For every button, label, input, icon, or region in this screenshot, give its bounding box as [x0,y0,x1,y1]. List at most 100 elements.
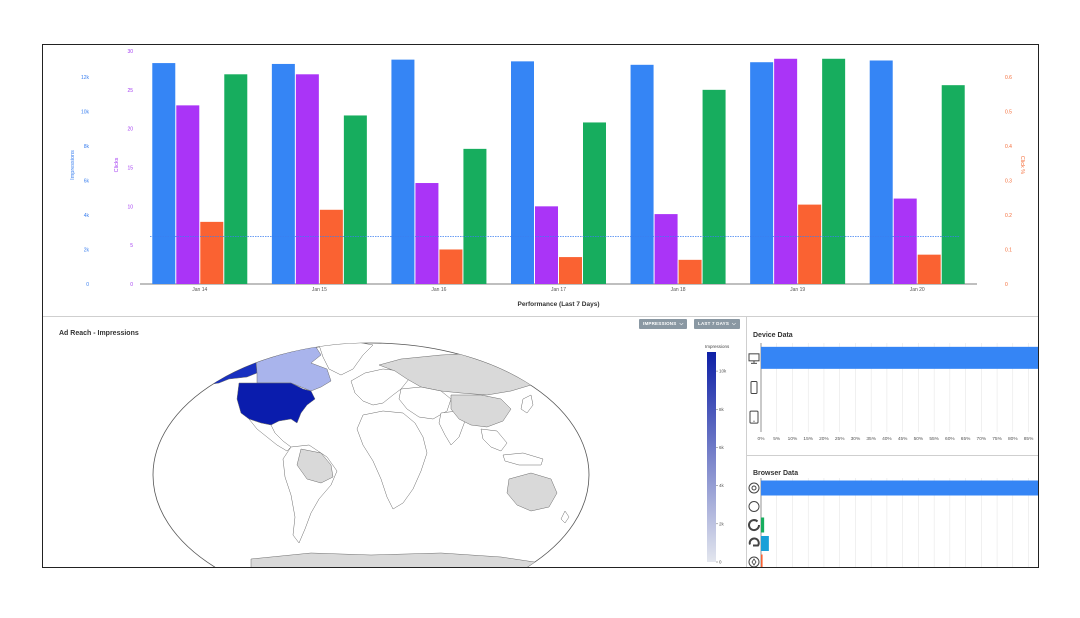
browser-bar[interactable] [761,536,769,551]
impressions-legend: Impressions 0 2k 4k 6k 8k 10k [705,344,730,565]
antarctica-region[interactable] [250,552,542,567]
impressions-dropdown[interactable]: IMPRESSIONS ⌵ [639,319,688,329]
date-range-dropdown[interactable]: LAST 7 DAYS ⌵ [694,319,741,329]
bar-series-4[interactable] [463,148,487,284]
bar-clicks[interactable] [535,206,558,284]
bar-clicks[interactable] [774,58,798,285]
new-zealand-region[interactable] [560,510,570,524]
device-panel-title: Device Data [753,332,793,339]
x-tick-label: 5% [773,436,781,442]
chrome-icon [748,482,760,494]
x-tick-label: 45% [898,436,908,442]
map-panel-title: Ad Reach - Impressions [59,330,139,337]
legend-tick-label: 10k [719,369,727,374]
bar-click-[interactable] [200,221,224,284]
middle-east-region[interactable] [398,386,452,420]
impressions-tick-label: 0 [86,282,89,288]
bar-impressions[interactable] [391,59,415,284]
bar-click-[interactable] [798,204,822,284]
greenland-region[interactable] [318,341,374,376]
bar-click-[interactable] [678,259,702,284]
bar-series-4[interactable] [224,74,248,284]
impressions-tick-label: 8k [84,144,90,150]
bar-clicks[interactable] [893,198,917,284]
impressions-tick-label: 10k [81,109,90,115]
clicks-tick-label: 25 [127,88,133,94]
bar-series-4[interactable] [941,85,965,284]
impressions-axis-label: Impressions [70,150,76,180]
bar-clicks[interactable] [176,105,200,284]
dashboard-frame: 0 2k 4k 6k 8k 10k 12k Impressions 0 5 10 15 20 25 30 Cl… [42,44,1039,568]
performance-chart: 0 2k 4k 6k 8k 10k 12k Impressions 0 5 10 15 20 25 30 Cl… [70,49,1025,308]
device-bar[interactable] [761,346,1038,369]
bar-series-4[interactable] [583,122,606,284]
bar-impressions[interactable] [869,60,893,285]
chart-title: Performance (Last 7 Days) [517,301,599,308]
section-divider [43,316,1038,317]
device-data-panel: Device Data 0% 5% 10% 15% 20% 25% 30% 35% 40% 45%… [747,317,1038,455]
bar-series-4[interactable] [343,115,367,284]
browser-bar[interactable] [761,554,763,569]
impressions-dropdown-label: IMPRESSIONS [643,321,677,326]
japan-region[interactable] [520,394,534,414]
bar-clicks[interactable] [415,183,439,284]
bar-impressions[interactable] [152,63,176,284]
bar-click-[interactable] [439,249,463,284]
device-bar-chart: 0% 5% 10% 15% 20% 25% 30% 35% 40% 45% 50% 55% 60% 65%… [748,343,1038,442]
legend-gradient-bar [707,352,716,562]
x-tick-label: 40% [882,436,892,442]
bar-impressions[interactable] [750,62,774,284]
x-tick-label: 60% [945,436,955,442]
africa-region[interactable] [356,410,428,510]
browser-data-panel: Browser Data [747,455,1038,569]
x-tick-label: Jan 18 [671,287,686,293]
bar-click-[interactable] [917,254,941,284]
bar-clicks[interactable] [654,214,678,284]
indonesia-region[interactable] [502,452,544,466]
firefox-icon [748,519,761,532]
ctr-axis-label: Click % [1019,156,1025,174]
impressions-tick-label: 12k [81,75,90,81]
clicks-tick-label: 5 [130,243,133,249]
clicks-tick-label: 0 [130,282,133,288]
x-tick-label: 30% [851,436,861,442]
edge-icon [748,537,760,547]
browser-bar[interactable] [761,480,1038,496]
x-tick-label: 55% [929,436,939,442]
legend-tick-label: 2k [719,521,725,526]
brazil-region[interactable] [296,448,334,484]
bar-impressions[interactable] [511,61,534,284]
x-tick-label: 25% [835,436,845,442]
ctr-tick-label: 0.5 [1005,109,1012,115]
bar-click-[interactable] [319,209,343,284]
x-tick-label: Jan 19 [790,287,805,293]
china-region[interactable] [450,394,512,428]
bar-clicks[interactable] [295,74,319,284]
impressions-tick-label: 6k [84,178,90,184]
europe-region[interactable] [350,368,410,406]
ctr-tick-label: 0.1 [1005,247,1012,253]
clicks-axis-label: Clicks [114,157,120,172]
clicks-tick-label: 15 [127,166,133,172]
browser-bar[interactable] [761,517,765,533]
clicks-tick-label: 10 [127,204,133,210]
x-tick-label: Jan 20 [910,287,925,293]
mobile-phone-icon [750,381,758,394]
australia-region[interactable] [506,472,558,512]
x-tick-label: 65% [961,436,971,442]
x-tick-label: 10% [788,436,798,442]
bar-series-4[interactable] [702,89,726,284]
bar-series-4[interactable] [822,58,846,285]
bar-click-[interactable] [559,257,582,284]
bar-impressions[interactable] [271,63,295,284]
legend-tick-label: 4k [719,483,725,488]
usa-region[interactable] [236,382,316,426]
opera-icon [748,556,760,567]
clicks-tick-label: 30 [127,49,133,55]
ctr-tick-label: 0.3 [1005,178,1012,184]
x-tick-label: 35% [866,436,876,442]
bar-impressions[interactable] [630,64,654,284]
x-tick-label: Jan 15 [312,287,327,293]
legend-tick-label: 8k [719,407,725,412]
southeast-asia-region[interactable] [480,428,508,452]
